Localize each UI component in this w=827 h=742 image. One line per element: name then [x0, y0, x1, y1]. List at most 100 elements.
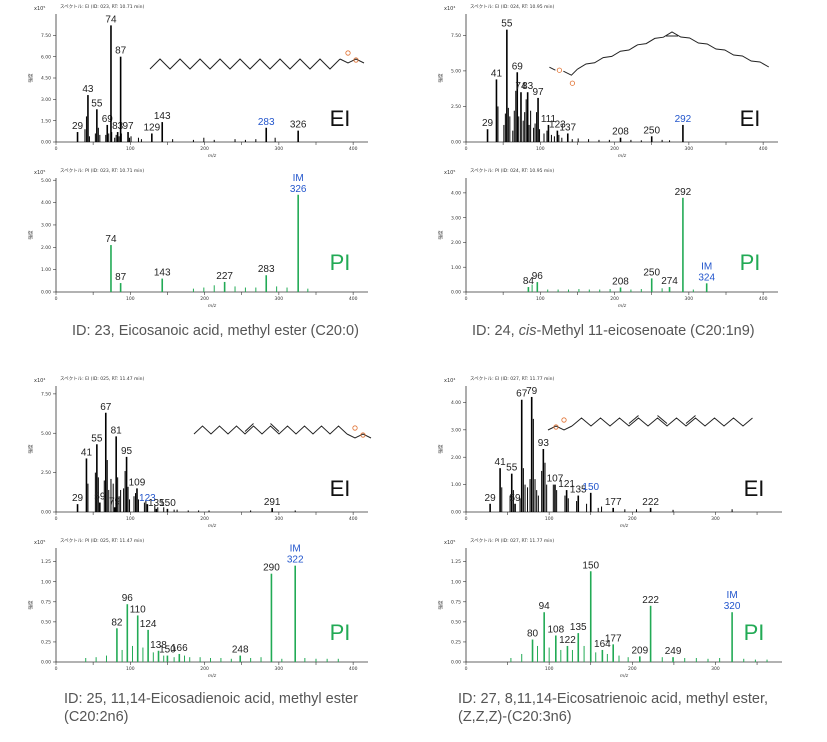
y-tick-label: 0.00: [41, 510, 51, 516]
peak-label: IM: [727, 590, 738, 601]
x-tick-label: 400: [759, 296, 768, 302]
peak-label: 87: [115, 272, 127, 283]
ionization-mode-label: EI: [744, 476, 765, 501]
peak-label: 67: [516, 389, 528, 400]
peak-label: 143: [154, 268, 171, 279]
peak-label: 93: [538, 438, 550, 449]
ionization-mode-label: PI: [330, 620, 351, 645]
caption-p23-text: ID: 23, Eicosanoic acid, methyl ester (C…: [72, 323, 359, 339]
x-tick-label: 200: [610, 296, 619, 302]
peak-label: 55: [501, 19, 513, 30]
spectrum-p27-ei: スペクトル: EI (ID: 027, RT: 11.77 min) x10⁴ 0.…: [410, 372, 800, 532]
y-axis-label: 強度: [27, 444, 34, 453]
spectrum-header: スペクトル: PI (ID: 024, RT: 10.95 min): [470, 168, 554, 174]
ionization-mode-label: PI: [330, 250, 351, 275]
spectrum-p25-ei: スペクトル: EI (ID: 025, RT: 11.47 min) x10⁴ 0.…: [0, 372, 390, 532]
x-tick-label: 400: [349, 296, 358, 302]
peak-label: 80: [527, 629, 539, 640]
spectrum-p24-ei-chart: スペクトル: EI (ID: 024, RT: 10.95 min) x10⁴ 0.…: [437, 4, 778, 159]
ionization-mode-label: PI: [740, 250, 761, 275]
y-axis-label: 強度: [27, 600, 34, 609]
spectrum-header: スペクトル: EI (ID: 024, RT: 10.95 min): [470, 4, 554, 10]
caption-p25: ID: 25, 11,14-Eicosadienoic acid, methyl…: [64, 690, 358, 726]
peak-label: 326: [290, 120, 307, 131]
peak-label: 94: [539, 601, 551, 612]
peak-label: 107: [547, 474, 564, 485]
y-tick-label: 0.00: [451, 660, 461, 666]
caption-p24-post: -Methyl 11-eicosenoate (C20:1n9): [536, 323, 755, 339]
peak-label: 177: [605, 497, 622, 508]
peak-label: 69: [512, 61, 524, 72]
molecule-oxygen: [561, 417, 567, 423]
x-axis-label: m/z: [620, 523, 629, 529]
y-tick-label: 0.00: [451, 510, 461, 516]
y-tick-label: 2.50: [41, 470, 51, 476]
x-tick-label: 100: [126, 146, 135, 152]
peak-label: 79: [526, 386, 538, 397]
spectrum-p23-pi: スペクトル: PI (ID: 023, RT: 10.71 min) x10⁵ 0.…: [0, 164, 390, 312]
spectrum-p24-pi: スペクトル: PI (ID: 024, RT: 10.95 min) x10⁵ 0.…: [410, 164, 800, 312]
axis-frame: [55, 548, 368, 663]
peak-label: 82: [111, 617, 123, 628]
molecule-methyl: [549, 66, 556, 71]
y-axis-label: 強度: [437, 600, 444, 609]
caption-p25-line2: (C20:2n6): [64, 709, 129, 725]
peak-label: IM: [701, 261, 712, 272]
x-tick-label: 100: [126, 516, 135, 522]
molecule-double-bond: [685, 415, 696, 424]
spectrum-p24-ei: スペクトル: EI (ID: 024, RT: 10.95 min) x10⁴ 0.…: [410, 0, 800, 162]
peak-label: 227: [216, 271, 233, 282]
x-tick-label: 0: [465, 516, 468, 522]
y-tick-label: 4.00: [451, 400, 461, 406]
peak-label: 29: [72, 493, 84, 504]
caption-p24-pre: ID: 24,: [472, 323, 519, 339]
x-axis-label: m/z: [620, 673, 629, 679]
y-tick-label: 7.50: [41, 33, 51, 39]
peak-label: 222: [642, 595, 659, 606]
x-axis-label: m/z: [618, 153, 627, 159]
peak-label: 83: [522, 81, 534, 92]
y-tick-label: 5.00: [451, 68, 461, 74]
molecule-chain: [149, 58, 341, 70]
peak-label: 283: [258, 117, 275, 128]
spectrum-header: スペクトル: EI (ID: 023, RT: 10.71 min): [60, 4, 144, 10]
peak-label: 97: [532, 87, 544, 98]
peak-label: 29: [482, 118, 494, 129]
peak-label: IM: [290, 544, 301, 555]
axis-frame: [55, 178, 368, 293]
y-tick-label: 0.00: [451, 290, 461, 296]
x-tick-label: 400: [349, 516, 358, 522]
spectrum-header: スペクトル: PI (ID: 025, RT: 11.47 min): [60, 538, 144, 544]
peak-label: 166: [171, 643, 188, 654]
peak-label: 320: [724, 601, 741, 612]
peak-label: 324: [698, 272, 715, 283]
molecule-chain: [577, 31, 770, 70]
molecule-ester: [346, 433, 372, 439]
y-tick-label: 0.75: [41, 599, 51, 605]
ionization-mode-label: PI: [744, 620, 765, 645]
peak-label: 95: [121, 446, 133, 457]
y-tick-label: 3.00: [451, 215, 461, 221]
y-tick-label: 6.00: [41, 54, 51, 60]
molecule-chain: [193, 425, 348, 435]
y-tick-label: 0.50: [41, 619, 51, 625]
peak-label: 121: [558, 479, 575, 490]
molecule-structure: [547, 415, 753, 431]
spectrum-p27-ei-chart: スペクトル: EI (ID: 027, RT: 11.77 min) x10⁴ 0.…: [437, 376, 782, 529]
peak-label: 108: [547, 625, 564, 636]
x-tick-label: 100: [536, 296, 545, 302]
peak-label: 274: [661, 276, 678, 287]
y-axis-label: 強度: [437, 230, 444, 239]
peak-label: 79: [109, 496, 121, 507]
x-tick-label: 300: [711, 516, 720, 522]
caption-p25-line1: ID: 25, 11,14-Eicosadienoic acid, methyl…: [64, 691, 358, 707]
spectrum-header: スペクトル: PI (ID: 023, RT: 10.71 min): [60, 168, 144, 174]
spectrum-p27-pi: スペクトル: PI (ID: 027, RT: 11.77 min) x10⁵ 0.…: [410, 534, 800, 682]
spectrum-p23-ei: スペクトル: EI (ID: 023, RT: 10.71 min) x10⁵ 0.…: [0, 0, 390, 162]
x-tick-label: 0: [55, 666, 58, 672]
molecule-structure: [149, 50, 365, 70]
molecule-oxygen: [553, 424, 559, 430]
molecule-ester: [339, 58, 365, 64]
x-tick-label: 100: [126, 296, 135, 302]
x-tick-label: 300: [275, 146, 284, 152]
